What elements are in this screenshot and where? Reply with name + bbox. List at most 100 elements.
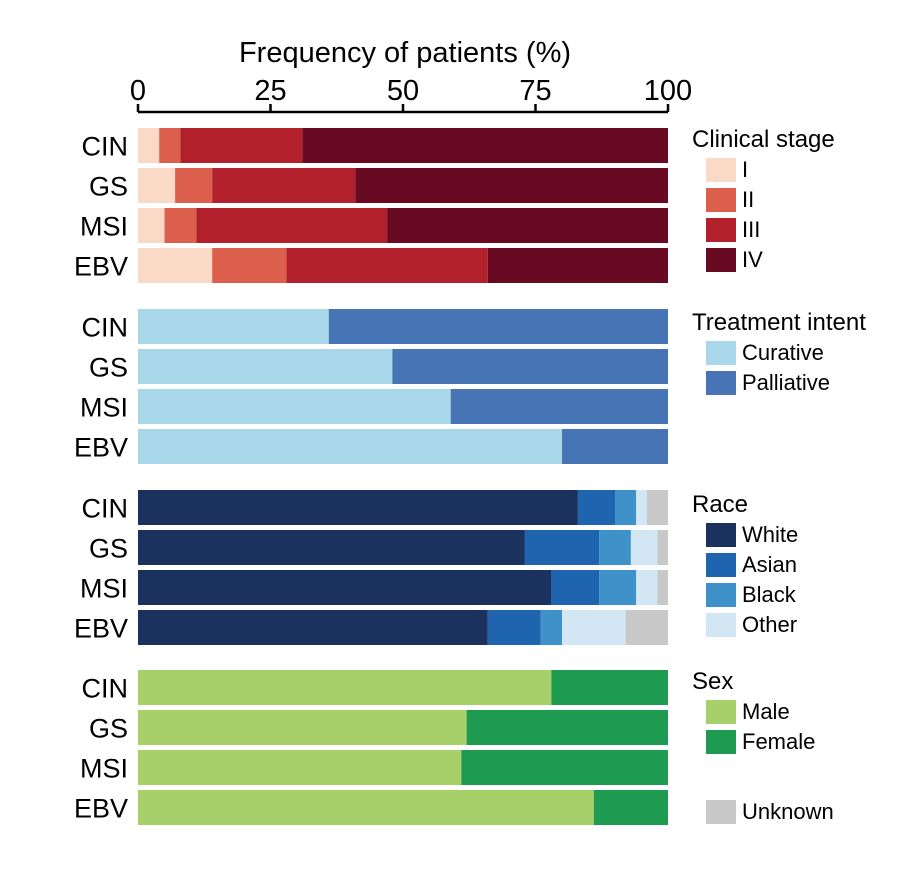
- bar-segment-gs-other: [630, 530, 658, 565]
- x-tick-label: 75: [519, 75, 551, 107]
- bar-segment-cin-palliative: [328, 309, 668, 344]
- legend-title: Clinical stage: [692, 126, 835, 153]
- legend-label-unknown: Unknown: [742, 799, 834, 824]
- chart-panels: CIN GS MSI EBV CIN GS MSI EBV CIN GS MSI EBV CIN GS MS…: [74, 128, 668, 825]
- bar-segment-msi-white: [138, 570, 552, 605]
- bar-segment-msi-iv: [387, 208, 668, 243]
- legend-race: Race White Asian Black Other: [692, 491, 798, 637]
- panel-race: CIN GS MSI EBV: [74, 490, 668, 645]
- legend-title: Sex: [692, 668, 733, 695]
- legend-label-white: White: [742, 522, 798, 547]
- legend-swatch-i: [706, 158, 736, 182]
- row-label-gs: GS: [89, 353, 128, 383]
- row-label-ebv: EBV: [74, 433, 128, 463]
- bar-segment-cin-white: [138, 490, 578, 525]
- bar-segment-cin-i: [138, 128, 160, 163]
- row-label-ebv: EBV: [74, 614, 128, 644]
- bar-segment-msi-other: [636, 570, 658, 605]
- bar-segment-gs-i: [138, 168, 176, 203]
- bar-segment-msi-female: [461, 750, 668, 785]
- legend-swatch-ii: [706, 188, 736, 212]
- bar-segment-cin-curative: [138, 309, 329, 344]
- bar-segment-gs-white: [138, 530, 525, 565]
- row-label-msi: MSI: [80, 574, 128, 604]
- row-label-cin: CIN: [82, 313, 129, 343]
- bar-segment-cin-asian: [577, 490, 615, 525]
- row-label-cin: CIN: [82, 132, 129, 162]
- panel-clinical-stage: CIN GS MSI EBV: [74, 128, 668, 283]
- row-label-gs: GS: [89, 172, 128, 202]
- row-label-cin: CIN: [82, 494, 129, 524]
- legend-swatch-female: [706, 730, 736, 754]
- legend-label-palliative: Palliative: [742, 370, 830, 395]
- row-label-cin: CIN: [82, 674, 129, 704]
- row-label-gs: GS: [89, 534, 128, 564]
- bar-segment-gs-curative: [138, 349, 393, 384]
- row-label-msi: MSI: [80, 754, 128, 784]
- x-axis: 0 25 50 75 100: [130, 75, 692, 114]
- bar-segment-ebv-curative: [138, 429, 562, 464]
- bar-segment-msi-asian: [551, 570, 600, 605]
- legend-swatch-unknown: [706, 800, 736, 824]
- row-label-msi: MSI: [80, 212, 128, 242]
- bar-segment-ebv-black: [540, 610, 562, 645]
- bar-segment-ebv-iii: [286, 248, 488, 283]
- bar-segment-ebv-white: [138, 610, 488, 645]
- x-tick-label: 50: [387, 75, 419, 107]
- bar-segment-gs-asian: [524, 530, 600, 565]
- bar-segment-msi-curative: [138, 389, 451, 424]
- legend-label-iv: IV: [742, 247, 763, 272]
- legend-swatch-black: [706, 583, 736, 607]
- bar-segment-gs-ii: [175, 168, 213, 203]
- legend-label-other: Other: [742, 612, 797, 637]
- legend-swatch-iv: [706, 248, 736, 272]
- chart-title: Frequency of patients (%): [239, 37, 571, 69]
- legend-label-asian: Asian: [742, 552, 797, 577]
- row-label-ebv: EBV: [74, 252, 128, 282]
- x-tick-label: 0: [130, 75, 146, 107]
- bar-segment-gs-female: [466, 710, 668, 745]
- legend-swatch-white: [706, 523, 736, 547]
- row-label-gs: GS: [89, 714, 128, 744]
- bar-segment-cin-female: [551, 670, 668, 705]
- legend-label-i: I: [742, 157, 748, 182]
- panel-treatment-intent: CIN GS MSI EBV: [74, 309, 668, 464]
- legend-title: Race: [692, 491, 748, 518]
- row-label-ebv: EBV: [74, 794, 128, 824]
- legend-treatment-intent: Treatment intent Curative Palliative: [692, 309, 866, 395]
- legend-swatch-palliative: [706, 371, 736, 395]
- bar-segment-msi-palliative: [450, 389, 668, 424]
- bar-segment-cin-iii: [180, 128, 303, 163]
- panel-sex: CIN GS MSI EBV: [74, 670, 668, 825]
- bar-segment-ebv-i: [138, 248, 213, 283]
- bar-segment-gs-palliative: [392, 349, 668, 384]
- bar-segment-cin-ii: [159, 128, 181, 163]
- bar-segment-cin-unknown: [646, 490, 668, 525]
- legend-label-male: Male: [742, 699, 790, 724]
- bar-segment-ebv-ii: [212, 248, 287, 283]
- legend-unknown: Unknown: [706, 799, 834, 824]
- bar-segment-cin-black: [615, 490, 637, 525]
- row-label-msi: MSI: [80, 393, 128, 423]
- bar-segment-ebv-unknown: [625, 610, 668, 645]
- bar-segment-msi-black: [599, 570, 637, 605]
- bar-segment-msi-unknown: [657, 570, 668, 605]
- legend-label-black: Black: [742, 582, 797, 607]
- legend-label-female: Female: [742, 729, 815, 754]
- bar-segment-ebv-palliative: [562, 429, 668, 464]
- bar-segment-cin-male: [138, 670, 552, 705]
- bar-segment-gs-unknown: [657, 530, 668, 565]
- legend-title: Treatment intent: [692, 309, 866, 336]
- legend-swatch-male: [706, 700, 736, 724]
- legend-swatch-asian: [706, 553, 736, 577]
- bar-segment-msi-i: [138, 208, 165, 243]
- x-tick-label: 100: [644, 75, 692, 107]
- bar-segment-gs-male: [138, 710, 467, 745]
- legend-label-curative: Curative: [742, 340, 824, 365]
- bar-segment-ebv-male: [138, 790, 594, 825]
- legend-label-iii: III: [742, 217, 760, 242]
- bar-segment-ebv-asian: [487, 610, 541, 645]
- legend-sex: Sex Male Female: [692, 668, 815, 754]
